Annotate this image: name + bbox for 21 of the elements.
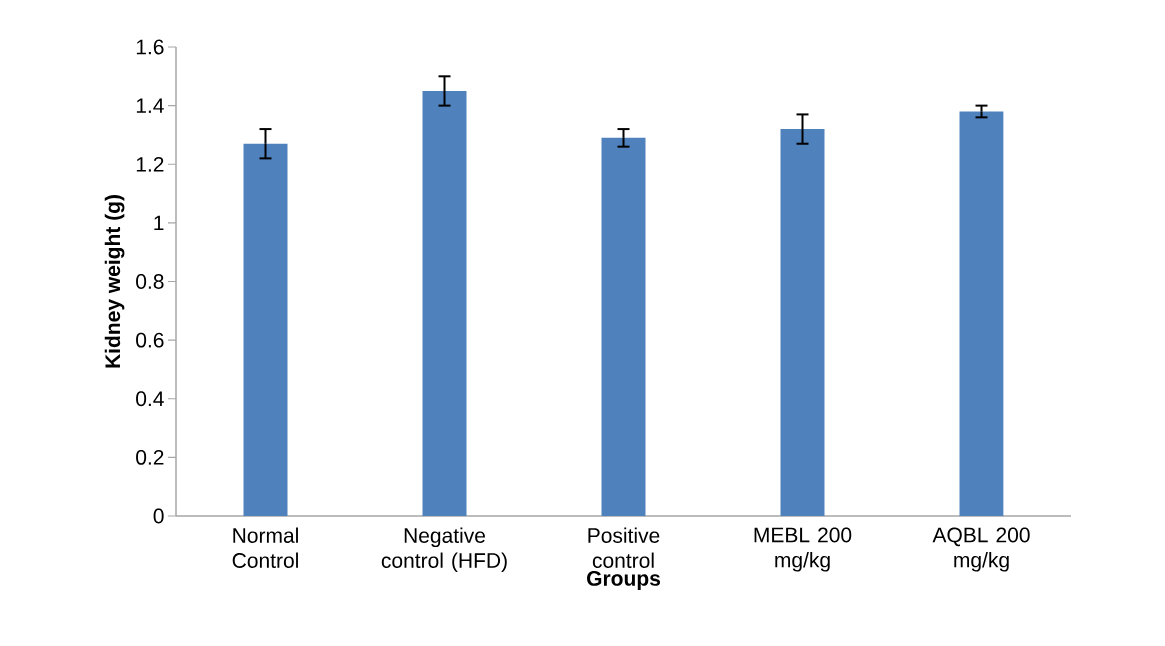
y-tick-label: 1.4 <box>136 98 164 113</box>
bar <box>601 137 646 516</box>
y-tick-label: 1 <box>154 215 164 231</box>
y-tick-label: 0.8 <box>136 274 164 289</box>
x-tick-label: MEBL 200 mg/kg <box>754 527 852 572</box>
x-tick-label: Positive control <box>588 527 660 568</box>
x-tick-label: Negative control (HFD) <box>381 527 507 573</box>
y-tick-label: 0.4 <box>136 391 164 407</box>
x-axis-title: Groups <box>587 570 660 590</box>
bar <box>422 90 467 516</box>
y-axis-title: Kidney weight (g) <box>104 195 125 368</box>
y-tick-label: 0 <box>153 508 164 524</box>
y-tick-label: 0.6 <box>136 332 164 348</box>
y-tick-label: 1.6 <box>136 39 164 55</box>
x-tick-label: AQBL 200 mg/kg <box>932 527 1030 572</box>
bar <box>780 129 825 516</box>
y-tick-label: 0.2 <box>136 449 164 465</box>
bar <box>959 111 1004 516</box>
bar <box>243 143 288 516</box>
x-tick-label: Normal Control <box>232 527 298 568</box>
y-tick-label: 1.2 <box>136 156 164 172</box>
